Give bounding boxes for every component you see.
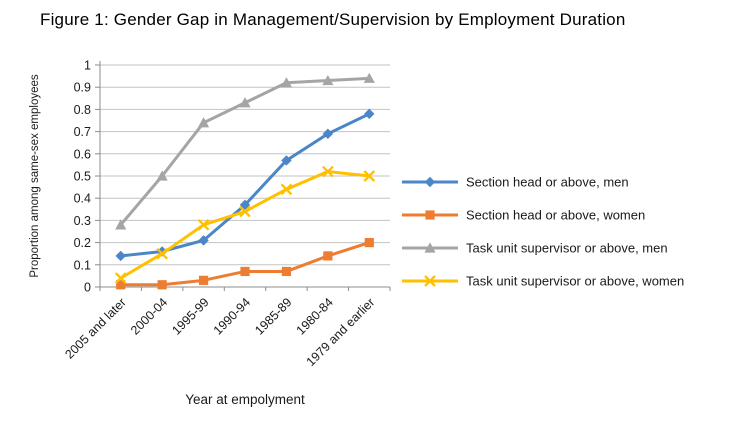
legend-label: Task unit supervisor or above, women — [466, 274, 684, 289]
legend-diamond-marker — [424, 176, 436, 188]
y-tick-label: 0.9 — [74, 81, 91, 95]
diamond-marker — [322, 128, 334, 140]
y-tick-label: 0.8 — [74, 103, 91, 117]
square-marker — [240, 266, 250, 277]
y-tick-label: 0.3 — [74, 214, 91, 228]
diamond-marker — [281, 155, 292, 166]
legend-label: Task unit supervisor or above, men — [466, 241, 668, 256]
x-tick-label: 1990-94 — [211, 295, 253, 337]
triangle-marker — [280, 77, 293, 88]
square-marker — [281, 266, 292, 277]
x-marker — [197, 219, 210, 231]
y-tick-label: 0.7 — [74, 125, 91, 139]
x-axis-title: Year at empolyment — [185, 392, 305, 407]
x-marker — [363, 170, 376, 182]
triangle-marker — [197, 117, 210, 128]
x-marker — [114, 272, 127, 284]
y-axis-title: Proportion among same-sex employees — [29, 74, 41, 278]
y-tick-label: 0.1 — [74, 258, 91, 272]
square-marker — [157, 280, 167, 290]
x-marker — [280, 183, 293, 196]
x-tick-label: 1995-99 — [169, 295, 211, 337]
x-marker — [322, 165, 334, 178]
diamond-marker — [364, 108, 375, 120]
diamond-marker — [115, 250, 126, 262]
square-marker — [323, 251, 333, 261]
triangle-marker — [156, 170, 168, 181]
legend-label: Section head or above, women — [466, 208, 645, 223]
triangle-marker — [115, 219, 127, 230]
x-tick-label: 2000-04 — [128, 295, 170, 337]
square-marker — [116, 280, 126, 290]
legend-x-marker — [424, 275, 436, 287]
y-tick-label: 0.5 — [74, 170, 91, 184]
x-tick-label: 1985-89 — [252, 295, 294, 337]
legend-triangle-marker — [424, 242, 436, 253]
y-tick-label: 1 — [84, 59, 91, 73]
y-tick-label: 0 — [84, 281, 91, 295]
diamond-marker — [198, 235, 209, 246]
series-line-3 — [119, 170, 370, 280]
triangle-marker — [322, 74, 334, 86]
y-tick-label: 0.6 — [74, 147, 91, 161]
triangle-marker — [239, 97, 251, 108]
legend-label: Section head or above, men — [466, 175, 629, 190]
y-tick-label: 0.2 — [74, 236, 91, 250]
x-marker — [239, 205, 251, 218]
square-marker — [198, 275, 209, 285]
y-tick-label: 0.4 — [74, 192, 91, 206]
triangle-marker — [363, 72, 375, 83]
x-marker — [156, 247, 168, 260]
x-tick-label: 1980-84 — [294, 295, 336, 337]
x-tick-label: 2005 and later — [62, 295, 128, 361]
legend-square-marker — [425, 210, 435, 220]
square-marker — [364, 238, 374, 248]
series-line-0 — [120, 112, 370, 258]
chart-title: Figure 1: Gender Gap in Management/Super… — [40, 10, 626, 29]
